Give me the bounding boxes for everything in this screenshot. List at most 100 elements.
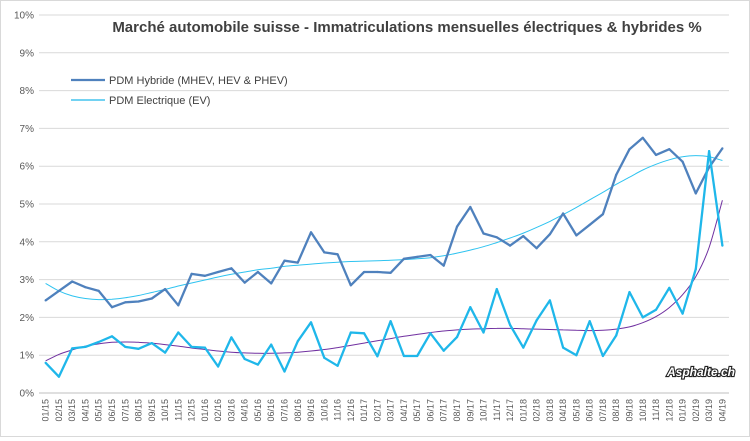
legend-label-hybride: PDM Hybride (MHEV, HEV & PHEV) [109,75,288,87]
data-point [694,267,697,271]
x-tick-label: 04/15 [80,399,90,422]
data-point [97,289,100,292]
data-point [522,346,525,349]
data-point [455,336,459,339]
x-tick-label: 03/16 [226,399,236,422]
data-point [615,334,618,337]
y-tick-label: 5% [20,200,35,211]
x-tick-label: 01/19 [678,399,688,422]
x-tick-label: 02/16 [213,399,223,422]
x-tick-label: 01/18 [518,399,528,422]
data-point [349,284,352,287]
data-point [535,319,538,322]
data-point [110,335,114,338]
x-tick-label: 12/15 [187,399,197,422]
data-point [641,316,644,319]
y-tick-label: 3% [20,275,35,286]
data-point [469,205,472,209]
data-point [469,306,472,309]
data-point [429,332,432,335]
data-point [429,253,432,257]
y-tick-label: 4% [20,237,35,248]
x-tick-label: 11/18 [651,399,661,421]
chart-title: Marché automobile suisse - Immatriculati… [112,19,701,36]
gridlines [39,14,729,394]
data-point [721,147,724,150]
x-tick-label: 03/17 [386,399,396,422]
x-tick-label: 09/15 [147,399,157,422]
data-point [402,354,405,358]
data-point [283,259,286,262]
x-tick-label: 05/18 [571,399,581,422]
y-tick-label: 2% [20,313,35,324]
x-tick-label: 03/18 [545,399,555,422]
data-point [177,304,180,307]
x-tick-label: 09/16 [306,399,316,422]
data-point [44,361,47,364]
data-point [389,320,392,323]
x-tick-label: 10/16 [319,399,329,422]
x-tick-label: 08/17 [452,399,462,422]
data-point [203,346,206,349]
x-tick-label: 06/15 [107,399,117,422]
data-point [84,286,87,289]
data-point [217,365,220,368]
data-point [548,233,552,236]
data-point [628,148,631,151]
data-point [562,212,565,215]
data-point [363,270,366,274]
x-tick-label: 02/19 [691,399,701,422]
data-point [243,357,246,361]
data-point [97,340,100,344]
y-tick-label: 8% [20,86,35,97]
x-tick-label: 02/15 [54,399,64,422]
data-point [482,331,485,334]
data-point [575,234,578,237]
data-point [270,282,273,285]
data-point [124,345,127,348]
x-tick-label: 12/18 [664,399,674,422]
data-point [588,320,591,323]
data-point [110,306,114,309]
x-tick-label: 10/18 [638,399,648,422]
x-tick-label: 09/17 [465,399,475,422]
data-point [416,354,419,358]
data-point [442,264,445,267]
legend-label-electrique: PDM Electrique (EV) [109,95,210,107]
data-point [296,340,299,343]
data-point [71,280,74,283]
data-point [588,223,591,226]
x-tick-label: 07/15 [120,399,130,422]
data-point [402,257,405,260]
y-tick-label: 10% [14,11,34,22]
x-tick-label: 02/18 [532,399,542,422]
y-tick-label: 1% [20,351,35,362]
legend: PDM Hybride (MHEV, HEV & PHEV) PDM Elect… [71,75,288,107]
data-point [562,346,565,349]
data-point [363,332,366,335]
data-point [442,349,445,352]
data-point [548,299,552,302]
x-tick-label: 12/16 [346,399,356,422]
x-tick-label: 09/18 [624,399,634,422]
data-point [150,342,153,345]
data-point [190,272,193,275]
x-tick-label: 04/16 [240,399,250,422]
data-point [150,297,153,300]
data-point [230,336,233,339]
data-point [376,270,379,274]
data-point [323,356,326,359]
series-line-electrique [44,149,724,378]
data-point [57,289,61,292]
y-tick-label: 9% [20,48,35,59]
data-point [455,225,459,228]
data-point [668,286,671,289]
data-point [482,232,485,235]
data-point [230,267,233,270]
data-point [71,347,74,350]
y-tick-label: 0% [20,389,35,400]
x-tick-label: 07/18 [598,399,608,422]
data-point [681,312,684,315]
data-point [681,160,684,163]
